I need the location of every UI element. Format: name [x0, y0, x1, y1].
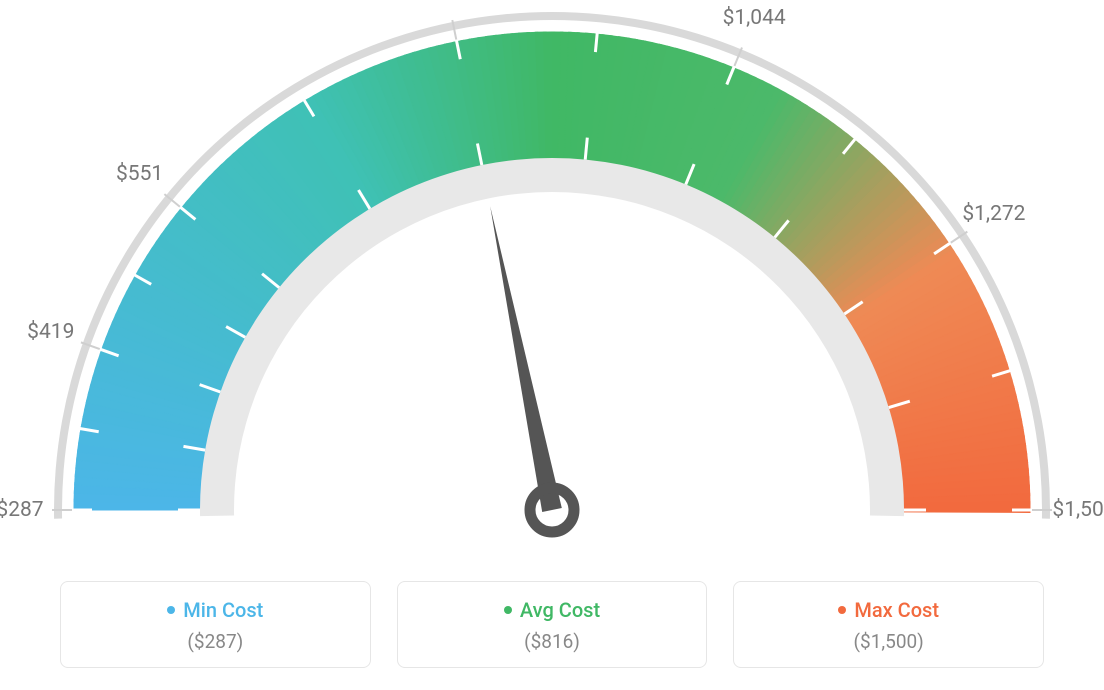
legend-avg-title: Avg Cost	[520, 598, 600, 622]
legend-min-title-wrap: Min Cost	[167, 598, 263, 622]
legend-min-card: Min Cost ($287)	[60, 581, 371, 668]
tick-label: $816	[422, 0, 469, 1]
white-tick-outer	[595, 32, 597, 52]
legend-min-dot	[167, 606, 175, 614]
legend-max-title: Max Cost	[854, 598, 939, 622]
tick-label: $1,272	[962, 202, 1025, 226]
tick-label: $551	[116, 162, 163, 186]
tick-label: $1,500	[1052, 498, 1104, 522]
gauge-svg	[0, 0, 1104, 560]
legend-avg-dot	[504, 606, 512, 614]
legend-max-value: ($1,500)	[744, 630, 1033, 653]
gauge: $287 $419 $551 $816 $1,044 $1,272 $1,500	[0, 0, 1104, 560]
tick-label: $419	[27, 320, 74, 344]
legend-max-dot	[838, 606, 846, 614]
tick-label: $287	[0, 498, 44, 522]
legend-min-title: Min Cost	[183, 598, 263, 622]
legend-row: Min Cost ($287) Avg Cost ($816) Max Cost…	[60, 581, 1044, 668]
chart-container: $287 $419 $551 $816 $1,044 $1,272 $1,500 Min C…	[0, 0, 1104, 690]
legend-avg-card: Avg Cost ($816)	[397, 581, 708, 668]
legend-min-value: ($287)	[71, 630, 360, 653]
legend-max-card: Max Cost ($1,500)	[733, 581, 1044, 668]
needle	[490, 206, 562, 512]
legend-max-title-wrap: Max Cost	[838, 598, 939, 622]
tick-label: $1,044	[723, 6, 786, 30]
white-tick-inner	[585, 138, 587, 160]
legend-avg-value: ($816)	[408, 630, 697, 653]
legend-avg-title-wrap: Avg Cost	[504, 598, 600, 622]
